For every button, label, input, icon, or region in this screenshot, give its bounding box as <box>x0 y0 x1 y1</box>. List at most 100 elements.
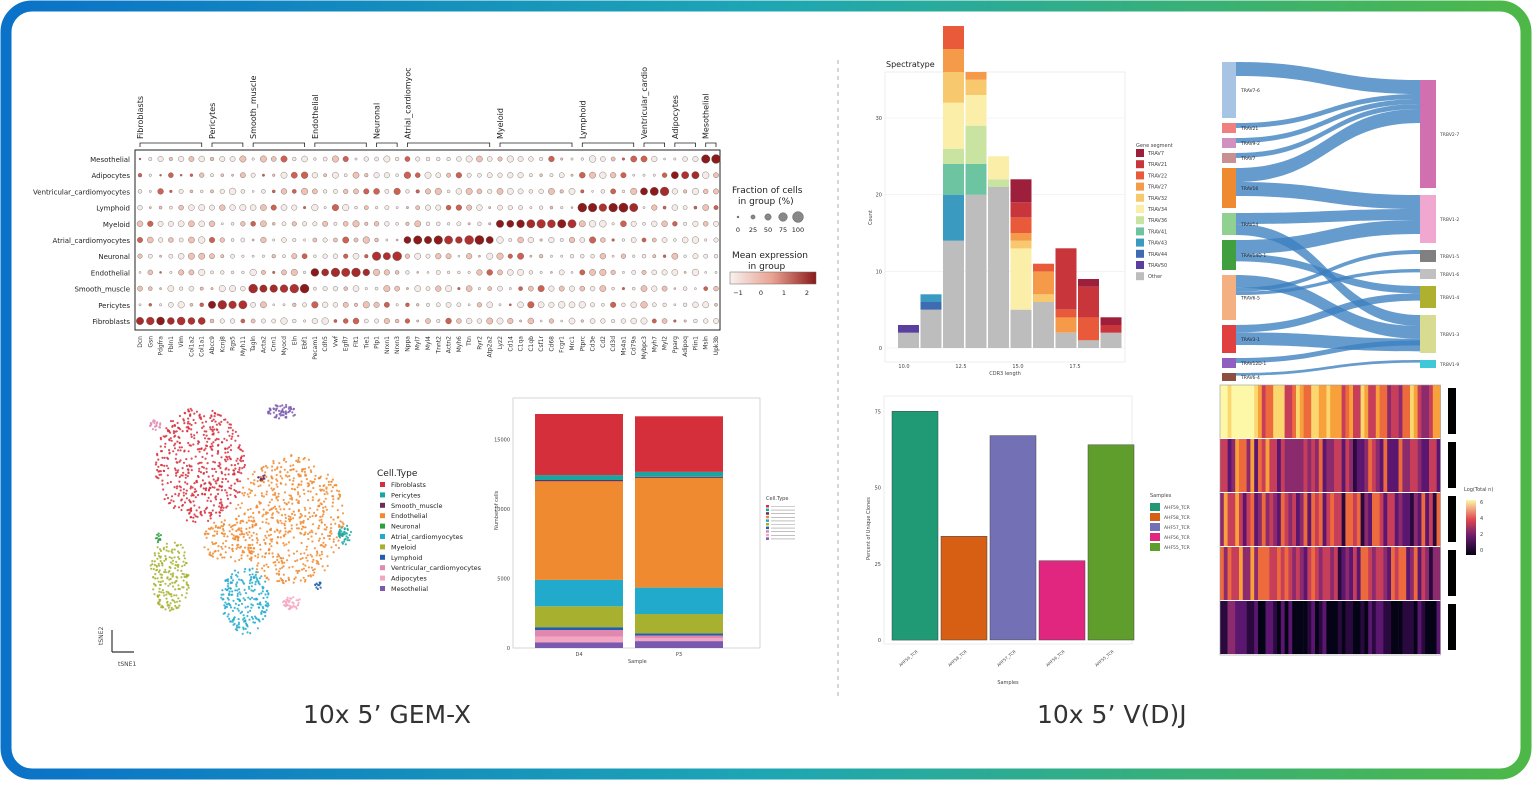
tsne-legend-swatch <box>380 554 385 560</box>
tsne-point <box>290 524 293 527</box>
dotplot-dot <box>528 173 533 178</box>
tsne-point <box>283 406 286 409</box>
heatmap-cell <box>1417 493 1422 546</box>
tsne-point <box>233 606 236 610</box>
heatmap-cell <box>1383 385 1388 438</box>
spectratype-bar-segment <box>943 72 964 103</box>
dotplot-dot <box>261 254 265 258</box>
tsne-point <box>192 418 195 422</box>
unique-clones-legend-label: AHF55_TCR <box>1164 545 1190 551</box>
tsne-point <box>262 481 265 484</box>
tsne-point <box>341 542 344 545</box>
heatmap-cell <box>1223 493 1228 546</box>
tsne-point <box>184 476 187 479</box>
dotplot-dot <box>354 205 358 210</box>
color-legend-title-line1: Mean expression <box>732 251 808 261</box>
dotplot-dot <box>198 236 206 244</box>
alluvial-flow <box>1236 293 1420 333</box>
tsne-point <box>264 542 267 546</box>
dotplot-dot <box>519 319 522 323</box>
tsne-point <box>260 494 264 497</box>
tsne-point <box>297 527 300 530</box>
heatmap-cell <box>1307 439 1312 492</box>
tsne-point <box>269 412 272 415</box>
tsne-point <box>162 606 165 609</box>
tsne-point <box>195 410 198 413</box>
heatmap-cell <box>1379 547 1384 600</box>
dotplot-dot <box>642 173 646 177</box>
tsne-point <box>165 593 168 596</box>
tsne-point <box>209 426 212 429</box>
tsne-point <box>282 582 285 585</box>
heatmap-cell <box>1223 385 1228 438</box>
tsne-point <box>213 521 216 524</box>
spectratype-bar-segment <box>1010 217 1032 233</box>
dotplot-dot <box>589 286 596 292</box>
tsne-point <box>192 516 195 519</box>
dotplot-dot <box>303 270 307 274</box>
tsne-point <box>314 532 317 535</box>
tsne-point <box>247 596 250 599</box>
dotplot-gene-label: Ttn <box>466 336 473 347</box>
tsne-point <box>288 494 291 497</box>
dotplot-dot <box>600 318 606 324</box>
tsne-point <box>276 580 279 583</box>
tsne-point <box>215 511 218 514</box>
tsne-point <box>278 554 281 558</box>
tsne-point <box>229 620 232 623</box>
dotplot-dot <box>188 285 195 292</box>
tsne-point <box>309 469 312 472</box>
tsne-point <box>206 462 209 465</box>
tsne-point <box>164 555 167 558</box>
dotplot-dot <box>405 302 410 307</box>
dotplot-dot <box>289 284 299 294</box>
tsne-point <box>259 527 262 530</box>
spectratype-bar-segment <box>1010 202 1032 218</box>
tsne-point <box>292 536 295 539</box>
dotplot-dot <box>673 303 677 307</box>
dotplot-dot <box>157 188 164 195</box>
tsne-point <box>289 408 293 411</box>
tsne-point <box>301 557 304 560</box>
tsne-point <box>232 534 235 537</box>
tsne-point <box>152 588 155 591</box>
heatmap-cell <box>1326 493 1331 546</box>
dotplot-dot <box>240 172 246 179</box>
heatmap-cell <box>1227 439 1232 492</box>
tsne-point <box>285 416 288 419</box>
tsne-point <box>195 509 198 512</box>
tsne-point <box>325 477 328 480</box>
tsne-point <box>185 588 189 591</box>
heatmap-cell <box>1242 493 1247 546</box>
tsne-point <box>205 467 208 470</box>
tsne-point <box>231 620 234 623</box>
heatmap-cell <box>1356 439 1361 492</box>
spectratype-bar-segment <box>1010 233 1032 241</box>
tsne-point <box>279 536 282 539</box>
tsne-point <box>287 607 290 610</box>
tsne-point <box>240 554 243 557</box>
tsne-point <box>272 460 275 463</box>
dotplot-dot <box>240 237 246 243</box>
tsne-point <box>282 534 285 537</box>
dotplot-dot <box>311 204 319 212</box>
spectratype-bar-segment <box>1010 179 1032 203</box>
stacked-bar-legend-swatch <box>766 526 769 530</box>
tsne-point <box>251 538 254 542</box>
tsne-point <box>176 440 179 443</box>
tsne-point <box>289 530 292 533</box>
tsne-point <box>183 422 186 425</box>
dotplot-dot <box>652 302 657 308</box>
tsne-point <box>215 423 218 426</box>
tsne-point <box>258 593 261 596</box>
dotplot-dot <box>250 318 256 324</box>
tsne-point <box>211 541 214 544</box>
tsne-point <box>203 509 206 512</box>
tsne-point <box>187 417 190 420</box>
tsne-point <box>318 554 321 557</box>
heatmap-cell <box>1235 385 1240 438</box>
tsne-point <box>238 588 241 591</box>
dotplot-dot <box>272 222 276 226</box>
tsne-point <box>240 502 243 505</box>
heatmap-cell <box>1375 385 1380 438</box>
